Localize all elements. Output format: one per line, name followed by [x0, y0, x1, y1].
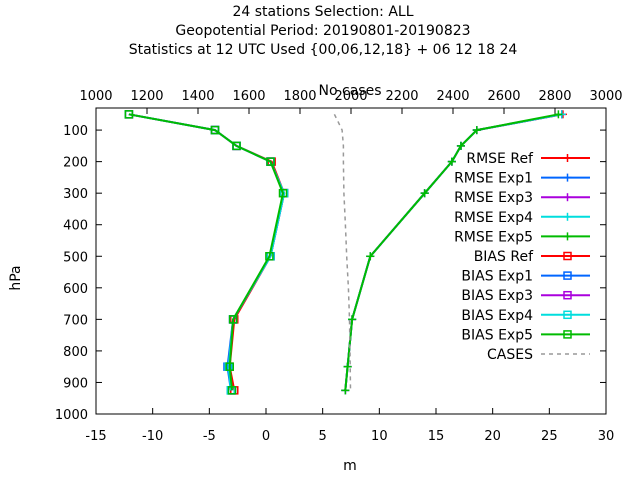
y-tick-label: 400 [63, 219, 88, 234]
data-point [265, 252, 274, 261]
title-line-1: 24 stations Selection: ALL [232, 4, 413, 20]
data-point [563, 310, 572, 320]
x2-tick-label: 1800 [283, 89, 316, 104]
series-line [128, 113, 285, 391]
y-tick-label: 500 [63, 250, 88, 265]
legend-entry: RMSE Exp3 [454, 190, 590, 206]
legend-label: RMSE Exp5 [454, 229, 533, 245]
data-point [227, 386, 237, 395]
series-cases [333, 113, 352, 391]
legend-label: CASES [487, 347, 533, 363]
legend-entry: RMSE Exp1 [454, 171, 590, 187]
legend-label: RMSE Exp1 [454, 171, 533, 187]
x2-tick-label: 1600 [232, 89, 265, 104]
data-point [278, 188, 288, 198]
x-tick-label: 10 [371, 429, 388, 444]
data-point [563, 251, 572, 261]
y-tick-label: 600 [63, 282, 88, 297]
y-tick-label: 700 [63, 313, 88, 328]
data-point [228, 315, 238, 324]
legend-entry: BIAS Ref [474, 249, 590, 265]
series-bias-exp5 [124, 110, 288, 395]
y-axis-ticks: 100 200 300 400 500 600 700 800 900 1000 [55, 124, 606, 423]
series-rmse-exp5 [341, 110, 563, 395]
chart-title: 24 stations Selection: ALL Geopotential … [129, 4, 518, 58]
x2-tick-label: 2000 [334, 89, 367, 104]
x2-tick-label: 2400 [436, 89, 469, 104]
x2-axis-label: No cases [319, 83, 382, 99]
title-line-2: Geopotential Period: 20190801-20190823 [175, 23, 470, 39]
x-tick-label: -10 [142, 429, 163, 444]
x2-tick-label: 3000 [589, 89, 622, 104]
y-tick-label: 800 [63, 345, 88, 360]
series-rmse-ref [341, 110, 567, 395]
x-tick-label: -5 [203, 429, 216, 444]
legend-entry: BIAS Exp4 [461, 308, 590, 324]
y-tick-label: 300 [63, 187, 88, 202]
legend-label: BIAS Exp5 [461, 327, 533, 343]
legend-entry: RMSE Exp4 [454, 210, 590, 226]
legend-entry: CASES [487, 347, 590, 363]
series-bias-exp1 [124, 110, 289, 395]
x2-axis-ticks: 1000 1200 1400 1600 1800 2000 2200 2400 2600 2800… [79, 89, 623, 114]
x2-tick-label: 1200 [130, 89, 163, 104]
data-point [563, 330, 572, 339]
legend-label: RMSE Exp4 [454, 210, 533, 226]
legend-entry: BIAS Exp3 [461, 288, 590, 304]
legend-entry: RMSE Ref [466, 151, 590, 167]
x-tick-label: 25 [541, 429, 558, 444]
data-point [225, 362, 234, 371]
x-tick-label: 15 [428, 429, 445, 444]
y-tick-label: 1000 [55, 408, 88, 423]
x2-tick-label: 1400 [181, 89, 214, 104]
legend-entry: BIAS Exp5 [461, 327, 590, 343]
legend-label: RMSE Ref [466, 151, 534, 167]
x-axis-label: m [343, 458, 357, 474]
x2-tick-label: 2600 [487, 89, 520, 104]
x-tick-label: 30 [598, 429, 615, 444]
data-point [563, 290, 572, 300]
legend-entry: RMSE Exp5 [454, 229, 590, 245]
legend-label: BIAS Exp4 [461, 308, 533, 324]
y-tick-label: 900 [63, 376, 88, 391]
series-bias-exp4 [124, 110, 289, 395]
series-line [128, 113, 286, 391]
legend-label: BIAS Exp1 [461, 269, 533, 285]
y-axis-label: hPa [8, 265, 24, 290]
series-bias-ref [124, 110, 289, 395]
legend-label: RMSE Exp3 [454, 190, 533, 206]
x-tick-label: 5 [319, 429, 327, 444]
x-tick-label: -15 [85, 429, 106, 444]
legend-label: BIAS Ref [474, 249, 534, 265]
x2-tick-label: 2200 [385, 89, 418, 104]
y-tick-label: 200 [63, 156, 88, 171]
legend: RMSE Ref RMSE Exp1 RMSE Exp3 RMSE Exp4 RMSE … [454, 151, 590, 363]
series-bias-exp3 [124, 110, 289, 395]
data-point [266, 157, 275, 166]
x-tick-label: 0 [262, 429, 270, 444]
x-tick-label: 20 [484, 429, 501, 444]
legend-entry: BIAS Exp1 [461, 269, 590, 285]
data-point [210, 125, 220, 135]
x2-tick-label: 1000 [79, 89, 112, 104]
x2-tick-label: 2800 [538, 89, 571, 104]
legend-label: BIAS Exp3 [461, 288, 533, 304]
series-line [333, 113, 352, 391]
y-tick-label: 100 [63, 124, 88, 139]
title-line-3: Statistics at 12 UTC Used {00,06,12,18} … [129, 42, 518, 58]
data-point [232, 141, 241, 151]
x-axis-ticks: -15 -10 -5 0 5 10 15 20 25 30 [85, 408, 614, 444]
data-point [124, 110, 134, 119]
data-point [563, 271, 572, 280]
series-layer [124, 110, 567, 395]
